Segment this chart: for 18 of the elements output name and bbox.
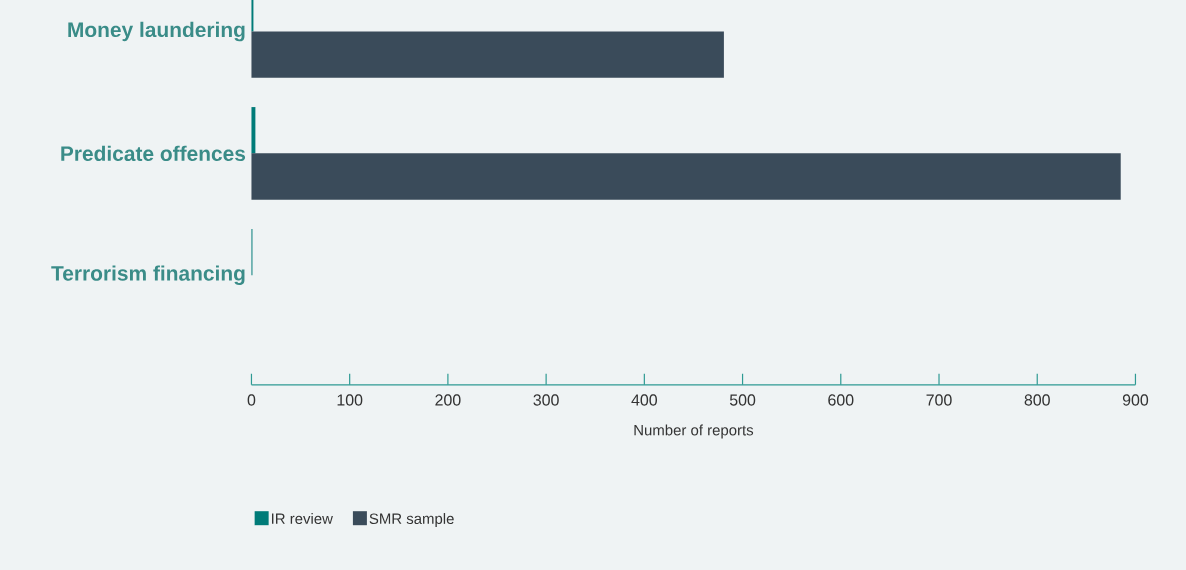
bar [251,153,1121,200]
bar [251,31,724,78]
x-tick-label: 0 [247,394,256,406]
legend-label: SMR sample [369,513,454,527]
x-tick-label: 600 [828,394,854,406]
x-tick-label: 300 [533,394,559,406]
y-tick-label: Terrorism financing [51,265,245,285]
x-tick-label: 200 [435,394,461,406]
x-tick-label: 400 [631,394,658,406]
x-tick-label: 800 [1024,394,1050,406]
x-tick-label: 500 [729,394,756,406]
y-tick-label: Predicate offences [61,145,246,162]
legend-label: IR review [272,513,333,525]
x-axis-title: Number of reports [634,424,754,439]
x-tick-label: 700 [926,394,952,406]
y-tick-label: Money laundering [68,21,245,42]
x-tick-label: 900 [1122,394,1149,406]
x-tick-label: 100 [337,394,363,406]
